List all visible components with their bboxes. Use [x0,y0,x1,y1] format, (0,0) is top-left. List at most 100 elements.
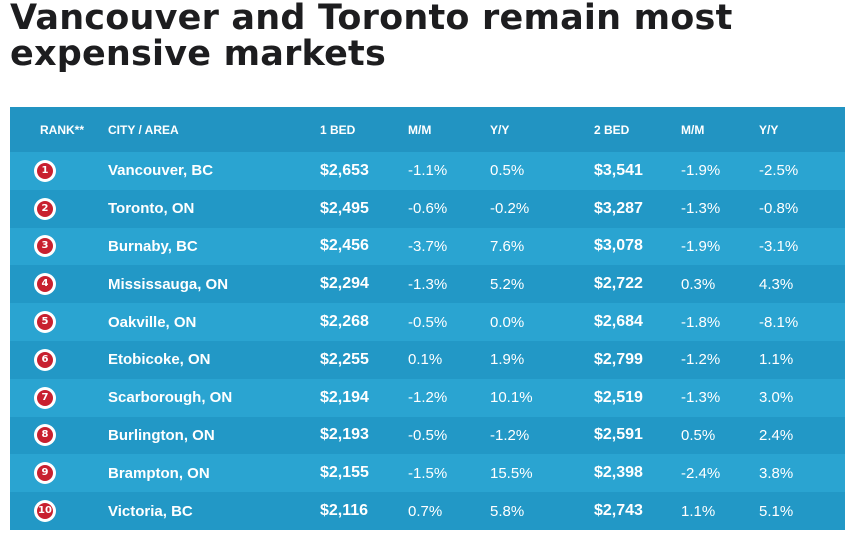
two-bed-yy-cell: 1.1% [759,351,794,369]
rank-number: 3 [37,238,53,255]
rank-cell: 10 [10,492,108,530]
one-bed-yy-cell: 0.0% [490,313,525,331]
one-bed-mm-cell: -0.5% [408,313,448,331]
table-header-row: RANK** CITY / AREA 1 BED M/M Y/Y 2 BED M… [10,107,845,152]
rank-badge: 5 [34,311,56,334]
two-bed-price-cell: $2,398 [594,464,643,482]
rank-cell: 3 [10,228,108,266]
two-bed-mm-cell: 0.5% [681,426,716,444]
rank-cell: 1 [10,152,108,190]
two-bed-mm-cell: 0.3% [681,275,716,293]
two-bed-yy-cell: -3.1% [759,237,799,255]
one-bed-yy-cell: 15.5% [490,464,533,482]
header-1-bed: 1 BED [320,122,356,137]
two-bed-price-cell: $2,519 [594,388,643,406]
one-bed-yy-cell: 10.1% [490,389,533,407]
two-bed-mm-cell: -1.8% [681,313,721,331]
rank-number: 4 [37,276,53,293]
header-1-bed-mm: M/M [408,122,432,137]
table-row: 2 Toronto, ON $2,495 -0.6% -0.2% $3,287 -1.3% -… [10,189,845,228]
rank-badge: 4 [34,273,56,296]
one-bed-mm-cell: -0.5% [408,426,448,444]
two-bed-price-cell: $3,287 [594,199,643,217]
rank-number: 1 [37,162,53,179]
table-row: 8 Burlington, ON $2,193 -0.5% -1.2% $2,591 0.5… [10,416,845,455]
one-bed-mm-cell: -1.3% [408,275,448,293]
rank-number: 8 [37,427,53,444]
two-bed-mm-cell: -1.3% [681,200,721,218]
one-bed-yy-cell: 5.2% [490,275,525,293]
city-cell: Victoria, BC [108,502,193,520]
two-bed-mm-cell: 1.1% [681,502,716,520]
header-1-bed-yy: Y/Y [490,122,510,137]
table-row: 10 Victoria, BC $2,116 0.7% 5.8% $2,743 1.1% 5.… [10,492,845,530]
rank-number: 5 [37,314,53,331]
rank-badge: 8 [34,424,56,447]
one-bed-price-cell: $2,456 [320,237,369,255]
one-bed-price-cell: $2,653 [320,161,369,179]
city-cell: Mississauga, ON [108,275,229,293]
city-cell: Toronto, ON [108,200,195,218]
rent-table: RANK** CITY / AREA 1 BED M/M Y/Y 2 BED M… [10,107,845,530]
one-bed-price-cell: $2,268 [320,313,369,331]
rank-cell: 5 [10,303,108,341]
one-bed-yy-cell: -0.2% [490,200,530,218]
table-row: 7 Scarborough, ON $2,194 -1.2% 10.1% $2,519 -1… [10,378,845,417]
two-bed-yy-cell: 5.1% [759,502,794,520]
one-bed-mm-cell: -0.6% [408,200,448,218]
table-row: 4 Mississauga, ON $2,294 -1.3% 5.2% $2,722 0.3… [10,265,845,304]
rank-number: 10 [37,503,53,520]
rank-badge: 6 [34,348,56,371]
rank-badge: 1 [34,159,56,182]
city-cell: Oakville, ON [108,313,197,331]
two-bed-yy-cell: 2.4% [759,426,794,444]
rank-badge: 2 [34,197,56,220]
one-bed-yy-cell: 5.8% [490,502,525,520]
one-bed-mm-cell: -1.2% [408,389,448,407]
rank-badge: 7 [34,386,56,409]
one-bed-mm-cell: 0.1% [408,351,443,369]
two-bed-yy-cell: -2.5% [759,162,799,180]
one-bed-mm-cell: -3.7% [408,237,448,255]
one-bed-price-cell: $2,155 [320,464,369,482]
rank-cell: 7 [10,379,108,417]
rank-badge: 9 [34,462,56,485]
page-title: Vancouver and Toronto remain most expens… [10,0,733,74]
two-bed-mm-cell: -1.9% [681,162,721,180]
one-bed-price-cell: $2,294 [320,275,369,293]
city-cell: Vancouver, BC [108,162,214,180]
two-bed-yy-cell: -0.8% [759,200,799,218]
city-cell: Burnaby, BC [108,237,198,255]
rank-number: 9 [37,465,53,482]
one-bed-yy-cell: 7.6% [490,237,525,255]
table-row: 5 Oakville, ON $2,268 -0.5% 0.0% $2,684 -1.8% -… [10,303,845,341]
table-row: 1 Vancouver, BC $2,653 -1.1% 0.5% $3,541 -1.9%… [10,152,845,190]
rank-cell: 2 [10,190,108,228]
two-bed-yy-cell: 3.0% [759,389,794,407]
two-bed-price-cell: $2,799 [594,350,643,368]
city-cell: Scarborough, ON [108,389,233,407]
header-rank: RANK** [40,122,85,137]
table-row: 6 Etobicoke, ON $2,255 0.1% 1.9% $2,799 -1.2% 1… [10,340,845,379]
rank-cell: 4 [10,265,108,303]
two-bed-price-cell: $2,722 [594,275,643,293]
rank-badge: 10 [34,500,56,523]
one-bed-yy-cell: 0.5% [490,162,525,180]
table-row: 9 Brampton, ON $2,155 -1.5% 15.5% $2,398 -2.4%… [10,454,845,493]
one-bed-price-cell: $2,116 [320,502,369,520]
two-bed-price-cell: $2,743 [594,502,643,520]
rank-badge: 3 [34,235,56,258]
two-bed-yy-cell: -8.1% [759,313,799,331]
two-bed-mm-cell: -1.9% [681,237,721,255]
two-bed-price-cell: $2,591 [594,426,643,444]
header-2-bed-mm: M/M [681,122,705,137]
one-bed-price-cell: $2,194 [320,388,369,406]
table-row: 3 Burnaby, BC $2,456 -3.7% 7.6% $3,078 -1.9% -3… [10,227,845,266]
city-cell: Brampton, ON [108,464,210,482]
rank-number: 7 [37,389,53,406]
one-bed-mm-cell: -1.5% [408,464,448,482]
header-2-bed-yy: Y/Y [759,122,779,137]
two-bed-price-cell: $3,541 [594,161,643,179]
two-bed-mm-cell: -1.3% [681,389,721,407]
table-body: 1 Vancouver, BC $2,653 -1.1% 0.5% $3,541 -1.9%… [10,152,845,530]
